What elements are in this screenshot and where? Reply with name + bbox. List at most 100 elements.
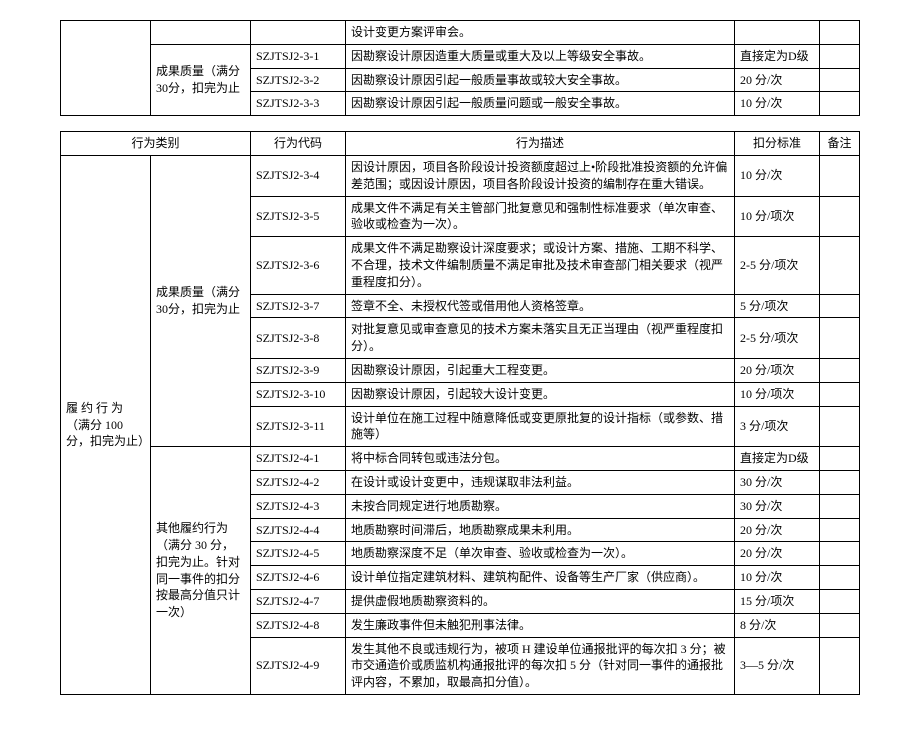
- header-code: 行为代码: [251, 132, 346, 156]
- table-row: 其他履约行为（满分 30 分，扣完为止。针对同一事件的扣分按最高分值只计一次） …: [61, 447, 860, 471]
- remark-cell: [820, 92, 860, 116]
- standard-cell: 30 分/次: [735, 470, 820, 494]
- description-cell: 因勘察设计原因引起一般质量问题或一般安全事故。: [346, 92, 735, 116]
- standard-cell: [735, 21, 820, 45]
- header-description: 行为描述: [346, 132, 735, 156]
- standard-cell: 8 分/次: [735, 613, 820, 637]
- standard-cell: 10 分/项次: [735, 382, 820, 406]
- description-cell: 设计变更方案评审会。: [346, 21, 735, 45]
- subcategory-cell: [151, 21, 251, 45]
- standard-cell: 10 分/次: [735, 566, 820, 590]
- code-cell: SZJTSJ2-4-6: [251, 566, 346, 590]
- category-cell: 履 约 行 为（满分 100分，扣完为止）: [61, 155, 151, 694]
- code-cell: SZJTSJ2-3-5: [251, 196, 346, 237]
- header-category: 行为类别: [61, 132, 251, 156]
- remark-cell: [820, 237, 860, 294]
- standard-cell: 10 分/项次: [735, 196, 820, 237]
- code-cell: SZJTSJ2-3-4: [251, 155, 346, 196]
- code-cell: SZJTSJ2-3-8: [251, 318, 346, 359]
- standard-cell: 20 分/次: [735, 542, 820, 566]
- remark-cell: [820, 470, 860, 494]
- code-cell: SZJTSJ2-3-6: [251, 237, 346, 294]
- description-cell: 成果文件不满足勘察设计深度要求；或设计方案、措施、工期不科学、不合理，技术文件编…: [346, 237, 735, 294]
- remark-cell: [820, 21, 860, 45]
- description-cell: 对批复意见或审查意见的技术方案未落实且无正当理由（视严重程度扣分）。: [346, 318, 735, 359]
- code-cell: SZJTSJ2-4-9: [251, 637, 346, 694]
- remark-cell: [820, 494, 860, 518]
- remark-cell: [820, 382, 860, 406]
- remark-cell: [820, 406, 860, 447]
- standard-cell: 直接定为D级: [735, 44, 820, 68]
- standard-cell: 2-5 分/项次: [735, 237, 820, 294]
- description-cell: 因设计原因，项目各阶段设计投资额度超过上•阶段批准投资额的允许偏差范围；或因设计…: [346, 155, 735, 196]
- code-cell: SZJTSJ2-3-3: [251, 92, 346, 116]
- standard-cell: 20 分/次: [735, 518, 820, 542]
- description-cell: 提供虚假地质勘察资料的。: [346, 589, 735, 613]
- code-cell: SZJTSJ2-4-5: [251, 542, 346, 566]
- standard-cell: 3 分/项次: [735, 406, 820, 447]
- code-cell: SZJTSJ2-4-4: [251, 518, 346, 542]
- code-cell: SZJTSJ2-3-1: [251, 44, 346, 68]
- header-remark: 备注: [820, 132, 860, 156]
- table-header-row: 行为类别 行为代码 行为描述 扣分标准 备注: [61, 132, 860, 156]
- description-cell: 地质勘察深度不足（单次审查、验收或检查为一次）。: [346, 542, 735, 566]
- description-cell: 成果文件不满足有关主管部门批复意见和强制性标准要求（单次审查、验收或检查为一次）…: [346, 196, 735, 237]
- code-cell: SZJTSJ2-3-11: [251, 406, 346, 447]
- remark-cell: [820, 155, 860, 196]
- standard-cell: 10 分/次: [735, 155, 820, 196]
- code-cell: SZJTSJ2-3-7: [251, 294, 346, 318]
- code-cell: SZJTSJ2-3-9: [251, 358, 346, 382]
- standard-cell: 20 分/项次: [735, 358, 820, 382]
- remark-cell: [820, 294, 860, 318]
- remark-cell: [820, 196, 860, 237]
- table-row: 成果质量（满分30分，扣完为止 SZJTSJ2-3-1 因勘察设计原因造重大质量…: [61, 44, 860, 68]
- table-row: 设计变更方案评审会。: [61, 21, 860, 45]
- remark-cell: [820, 613, 860, 637]
- criteria-table-2: 行为类别 行为代码 行为描述 扣分标准 备注 履 约 行 为（满分 100分，扣…: [60, 131, 860, 695]
- remark-cell: [820, 637, 860, 694]
- remark-cell: [820, 447, 860, 471]
- subcategory-cell: 其他履约行为（满分 30 分，扣完为止。针对同一事件的扣分按最高分值只计一次）: [151, 447, 251, 695]
- description-cell: 未按合同规定进行地质勘察。: [346, 494, 735, 518]
- description-cell: 设计单位在施工过程中随意降低或变更原批复的设计指标（或参数、措施等）: [346, 406, 735, 447]
- description-cell: 地质勘察时间滞后，地质勘察成果未利用。: [346, 518, 735, 542]
- standard-cell: 20 分/次: [735, 68, 820, 92]
- standard-cell: 直接定为D级: [735, 447, 820, 471]
- code-cell: SZJTSJ2-4-3: [251, 494, 346, 518]
- criteria-table-1: 设计变更方案评审会。 成果质量（满分30分，扣完为止 SZJTSJ2-3-1 因…: [60, 20, 860, 116]
- standard-cell: 5 分/项次: [735, 294, 820, 318]
- description-cell: 设计单位指定建筑材料、建筑构配件、设备等生产厂家（供应商）。: [346, 566, 735, 590]
- standard-cell: 2-5 分/项次: [735, 318, 820, 359]
- subcategory-cell: 成果质量（满分30分，扣完为止: [151, 44, 251, 115]
- description-cell: 发生其他不良或违规行为，被项 H 建设单位通报批评的每次扣 3 分；被市交通造价…: [346, 637, 735, 694]
- description-cell: 发生廉政事件但未触犯刑事法律。: [346, 613, 735, 637]
- description-cell: 因勘察设计原因，引起较大设计变更。: [346, 382, 735, 406]
- remark-cell: [820, 589, 860, 613]
- remark-cell: [820, 518, 860, 542]
- description-cell: 因勘察设计原因引起一般质量事故或较大安全事故。: [346, 68, 735, 92]
- remark-cell: [820, 542, 860, 566]
- code-cell: SZJTSJ2-3-2: [251, 68, 346, 92]
- category-cell: [61, 21, 151, 116]
- remark-cell: [820, 566, 860, 590]
- remark-cell: [820, 318, 860, 359]
- subcategory-cell: 成果质量（满分30分，扣完为止: [151, 155, 251, 446]
- header-standard: 扣分标准: [735, 132, 820, 156]
- code-cell: SZJTSJ2-4-8: [251, 613, 346, 637]
- description-cell: 因勘察设计原因，引起重大工程变更。: [346, 358, 735, 382]
- standard-cell: 3—5 分/次: [735, 637, 820, 694]
- code-cell: SZJTSJ2-3-10: [251, 382, 346, 406]
- code-cell: SZJTSJ2-4-1: [251, 447, 346, 471]
- code-cell: [251, 21, 346, 45]
- standard-cell: 10 分/次: [735, 92, 820, 116]
- code-cell: SZJTSJ2-4-7: [251, 589, 346, 613]
- standard-cell: 15 分/项次: [735, 589, 820, 613]
- code-cell: SZJTSJ2-4-2: [251, 470, 346, 494]
- remark-cell: [820, 68, 860, 92]
- remark-cell: [820, 44, 860, 68]
- description-cell: 因勘察设计原因造重大质量或重大及以上等级安全事故。: [346, 44, 735, 68]
- remark-cell: [820, 358, 860, 382]
- description-cell: 签章不全、未授权代签或借用他人资格签章。: [346, 294, 735, 318]
- table-row: 履 约 行 为（满分 100分，扣完为止） 成果质量（满分30分，扣完为止 SZ…: [61, 155, 860, 196]
- standard-cell: 30 分/次: [735, 494, 820, 518]
